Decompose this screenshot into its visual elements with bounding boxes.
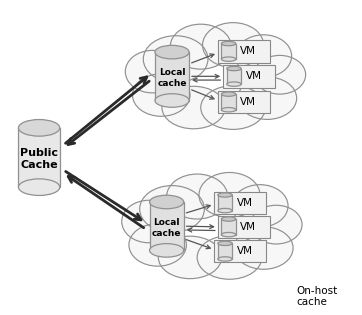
Ellipse shape — [222, 232, 236, 237]
FancyBboxPatch shape — [218, 215, 270, 238]
Text: VM: VM — [240, 222, 256, 232]
Bar — [18, 128, 60, 187]
Bar — [222, 219, 236, 235]
Ellipse shape — [227, 66, 241, 71]
Ellipse shape — [222, 92, 236, 96]
Ellipse shape — [254, 55, 306, 94]
Ellipse shape — [132, 74, 190, 116]
Ellipse shape — [197, 236, 262, 279]
Ellipse shape — [167, 174, 228, 219]
Text: VM: VM — [237, 198, 253, 208]
FancyBboxPatch shape — [218, 91, 270, 113]
Ellipse shape — [129, 224, 186, 266]
Ellipse shape — [236, 35, 292, 77]
Ellipse shape — [158, 236, 222, 279]
Bar — [218, 195, 232, 211]
Ellipse shape — [122, 200, 176, 243]
Ellipse shape — [218, 257, 232, 261]
Text: VM: VM — [240, 46, 256, 56]
Ellipse shape — [143, 36, 208, 83]
Bar — [218, 243, 232, 259]
Bar — [222, 94, 236, 110]
Ellipse shape — [162, 86, 225, 129]
Text: VM: VM — [240, 97, 256, 107]
FancyBboxPatch shape — [223, 65, 275, 88]
Bar — [155, 52, 189, 100]
Bar — [227, 69, 241, 84]
Ellipse shape — [155, 94, 189, 107]
Ellipse shape — [218, 241, 232, 246]
Ellipse shape — [203, 23, 264, 68]
Ellipse shape — [238, 77, 297, 119]
Ellipse shape — [218, 209, 232, 213]
Ellipse shape — [232, 185, 288, 227]
Ellipse shape — [234, 227, 293, 269]
Ellipse shape — [227, 82, 241, 86]
Text: VM: VM — [237, 246, 253, 256]
Ellipse shape — [140, 186, 205, 232]
Text: On-host
cache: On-host cache — [296, 286, 337, 307]
Ellipse shape — [18, 119, 60, 136]
Bar — [150, 202, 184, 250]
Text: VM: VM — [245, 71, 262, 81]
FancyBboxPatch shape — [214, 240, 266, 262]
Ellipse shape — [222, 57, 236, 61]
Bar — [222, 43, 236, 59]
Text: Local
cache: Local cache — [157, 68, 187, 88]
Ellipse shape — [170, 24, 231, 69]
Text: Local
cache: Local cache — [152, 218, 181, 238]
Ellipse shape — [18, 179, 60, 196]
FancyBboxPatch shape — [218, 40, 270, 63]
FancyBboxPatch shape — [214, 192, 266, 214]
Ellipse shape — [201, 86, 265, 129]
Ellipse shape — [251, 205, 302, 244]
Ellipse shape — [222, 41, 236, 46]
Ellipse shape — [125, 50, 179, 93]
Ellipse shape — [155, 45, 189, 59]
Ellipse shape — [218, 193, 232, 197]
Ellipse shape — [222, 217, 236, 221]
Ellipse shape — [150, 243, 184, 257]
Ellipse shape — [222, 107, 236, 112]
Ellipse shape — [150, 195, 184, 209]
Ellipse shape — [199, 173, 260, 217]
Text: Public
Cache: Public Cache — [20, 148, 58, 170]
